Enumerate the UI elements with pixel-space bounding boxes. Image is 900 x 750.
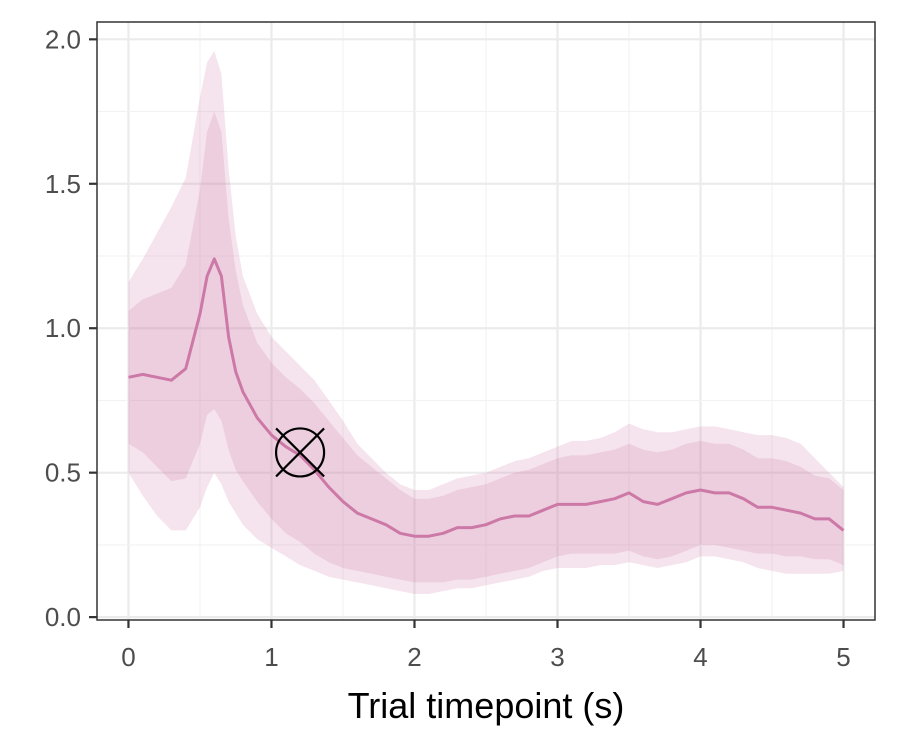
y-tick-label: 1.5 — [45, 169, 81, 199]
y-tick-label: 2.0 — [45, 24, 81, 54]
x-tick-label: 1 — [264, 642, 278, 672]
annotation-marker — [274, 427, 326, 478]
x-tick-label: 2 — [407, 642, 421, 672]
confidence-band-inner — [128, 111, 844, 583]
marker-circle — [274, 427, 326, 478]
panel-border — [96, 21, 876, 621]
y-axis: 0.0 0.5 1.0 1.5 2.0 — [45, 24, 97, 632]
x-tick-label: 4 — [693, 642, 707, 672]
x-tick-label: 5 — [836, 642, 850, 672]
x-tick-label: 0 — [121, 642, 135, 672]
x-axis: 0 1 2 3 4 5 — [121, 620, 851, 672]
x-axis-title: Trial timepoint (s) — [348, 685, 625, 726]
grid — [97, 22, 875, 620]
y-tick-label: 0.5 — [45, 458, 81, 488]
series-line — [128, 257, 845, 538]
marker-cross — [275, 427, 325, 478]
y-tick-label: 0.0 — [45, 602, 81, 632]
y-tick-label: 1.0 — [45, 313, 81, 343]
x-tick-label: 3 — [550, 642, 564, 672]
